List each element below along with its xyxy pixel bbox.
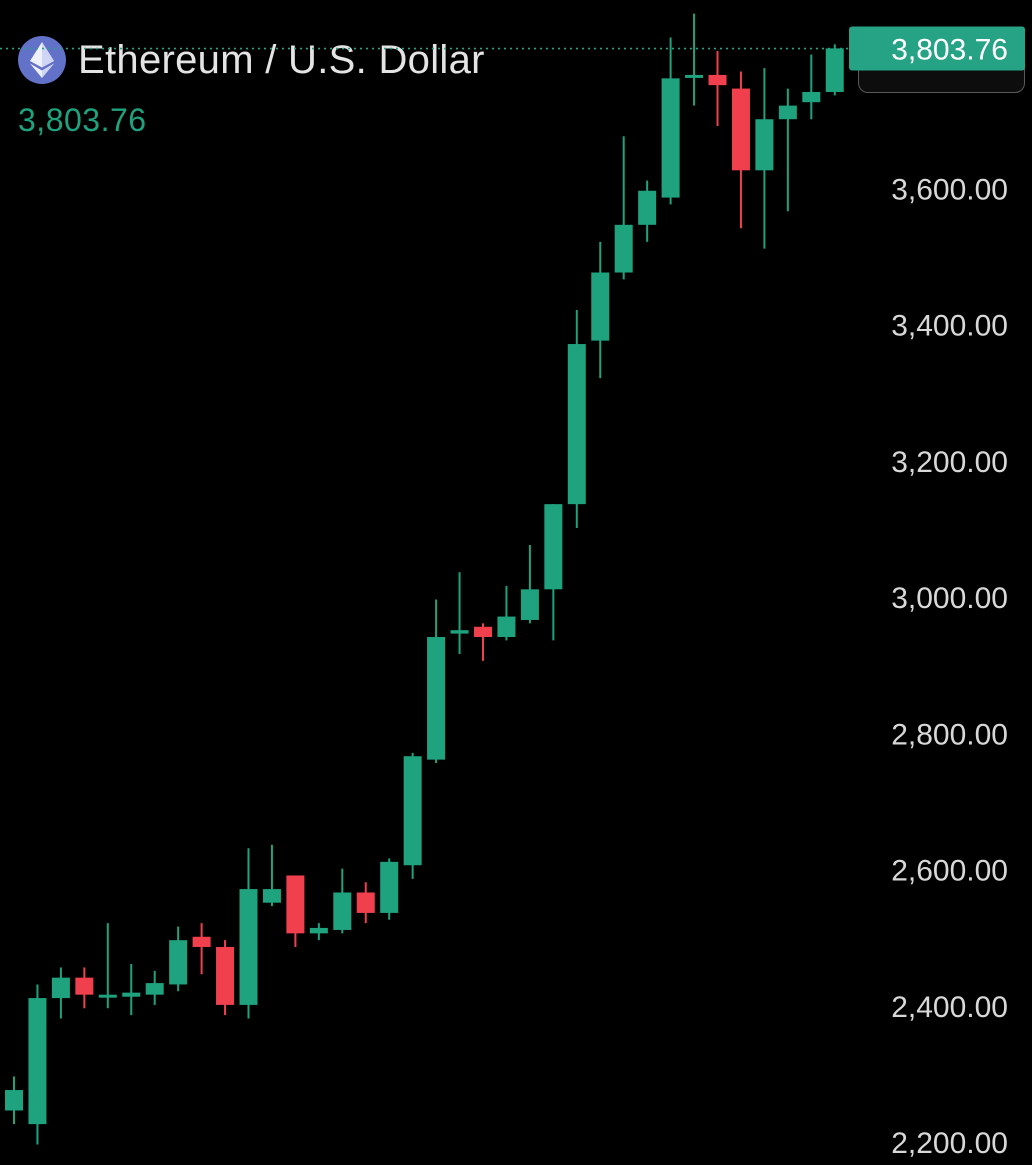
candle-body bbox=[661, 78, 680, 198]
candle-body bbox=[333, 892, 352, 930]
candle-body bbox=[614, 224, 633, 273]
candle-body bbox=[98, 994, 117, 998]
candle-body bbox=[239, 889, 258, 1005]
y-tick-label: 2,800.00 bbox=[891, 718, 1008, 751]
candle-body bbox=[591, 272, 610, 341]
candle-body bbox=[75, 977, 94, 995]
candle-body bbox=[427, 637, 446, 760]
y-tick-label: 2,600.00 bbox=[891, 855, 1008, 888]
candle-body bbox=[356, 892, 375, 913]
candle-body bbox=[685, 74, 704, 78]
candle-body bbox=[28, 998, 47, 1125]
candle-body bbox=[474, 626, 492, 638]
y-tick-label: 2,400.00 bbox=[891, 991, 1008, 1024]
candle-body bbox=[544, 504, 563, 590]
candle-body bbox=[708, 74, 727, 86]
candle-body bbox=[122, 992, 141, 997]
y-tick-label: 3,200.00 bbox=[891, 446, 1008, 479]
candle-body bbox=[638, 190, 657, 225]
candle-body bbox=[450, 630, 469, 634]
y-tick-label: 3,600.00 bbox=[891, 173, 1008, 206]
candle-body bbox=[497, 616, 516, 638]
candle-body bbox=[778, 105, 797, 120]
candle-body bbox=[520, 589, 539, 620]
candle-body bbox=[755, 119, 774, 171]
candle-body bbox=[5, 1090, 23, 1111]
y-tick-label: 3,000.00 bbox=[891, 582, 1008, 615]
candle-body bbox=[286, 875, 305, 934]
y-tick-label: 3,400.00 bbox=[891, 310, 1008, 343]
candle-body bbox=[403, 756, 422, 866]
candle-body bbox=[192, 936, 211, 947]
candle-body bbox=[216, 946, 235, 1005]
candle-body bbox=[380, 861, 399, 913]
y-tick-label: 2,200.00 bbox=[891, 1127, 1008, 1160]
candle-body bbox=[731, 88, 750, 171]
candle-body bbox=[51, 977, 70, 999]
last-price: 3,803.76 bbox=[18, 102, 147, 138]
last-price-tag-label: 3,803.76 bbox=[891, 34, 1008, 67]
candle-body bbox=[802, 91, 821, 103]
candle-body bbox=[567, 344, 586, 505]
candle-body bbox=[145, 983, 164, 995]
ethereum-icon bbox=[18, 36, 66, 84]
candle-body bbox=[825, 48, 844, 92]
pair-title: Ethereum / U.S. Dollar bbox=[78, 37, 485, 82]
candle-body bbox=[169, 940, 188, 985]
candle-body bbox=[262, 889, 281, 903]
last-price-tag bbox=[849, 26, 1025, 71]
candle-body bbox=[309, 927, 328, 934]
chart-header: Ethereum / U.S. Dollar bbox=[18, 36, 485, 84]
